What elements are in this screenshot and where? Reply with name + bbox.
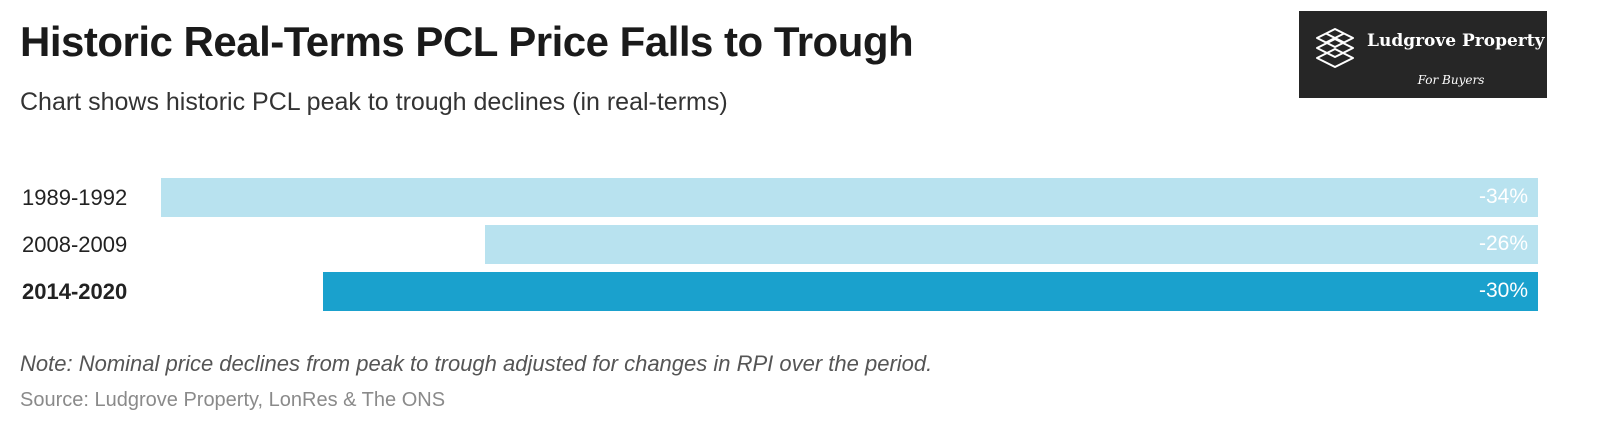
logo-name: Ludgrove Property xyxy=(1367,31,1545,51)
category-label: 2008-2009 xyxy=(22,232,128,257)
chart-source: Source: Ludgrove Property, LonRes & The … xyxy=(20,389,446,411)
chart-note: Note: Nominal price declines from peak t… xyxy=(20,351,933,376)
bar-value-label: -26% xyxy=(1478,232,1528,255)
bar-value-label: -34% xyxy=(1478,185,1528,208)
bar-1989-1992: -34% xyxy=(161,178,1538,217)
chart-title: Historic Real-Terms PCL Price Falls to T… xyxy=(20,18,914,65)
bar-chart: 1989-1992 -34% 2008-2009 -26% 2014-2020 -30% xyxy=(0,170,1598,320)
brand-logo: Ludgrove Property For Buyers xyxy=(1299,11,1547,98)
category-label: 2014-2020 xyxy=(22,279,128,304)
bar-2014-2020: -30% xyxy=(323,272,1538,311)
isometric-stack-icon xyxy=(1316,28,1354,68)
category-label: 1989-1992 xyxy=(22,185,128,210)
bar-2008-2009: -26% xyxy=(485,225,1538,264)
bar-value-label: -30% xyxy=(1478,279,1528,302)
chart-subtitle: Chart shows historic PCL peak to trough … xyxy=(20,88,728,116)
logo-tagline: For Buyers xyxy=(1417,73,1485,87)
